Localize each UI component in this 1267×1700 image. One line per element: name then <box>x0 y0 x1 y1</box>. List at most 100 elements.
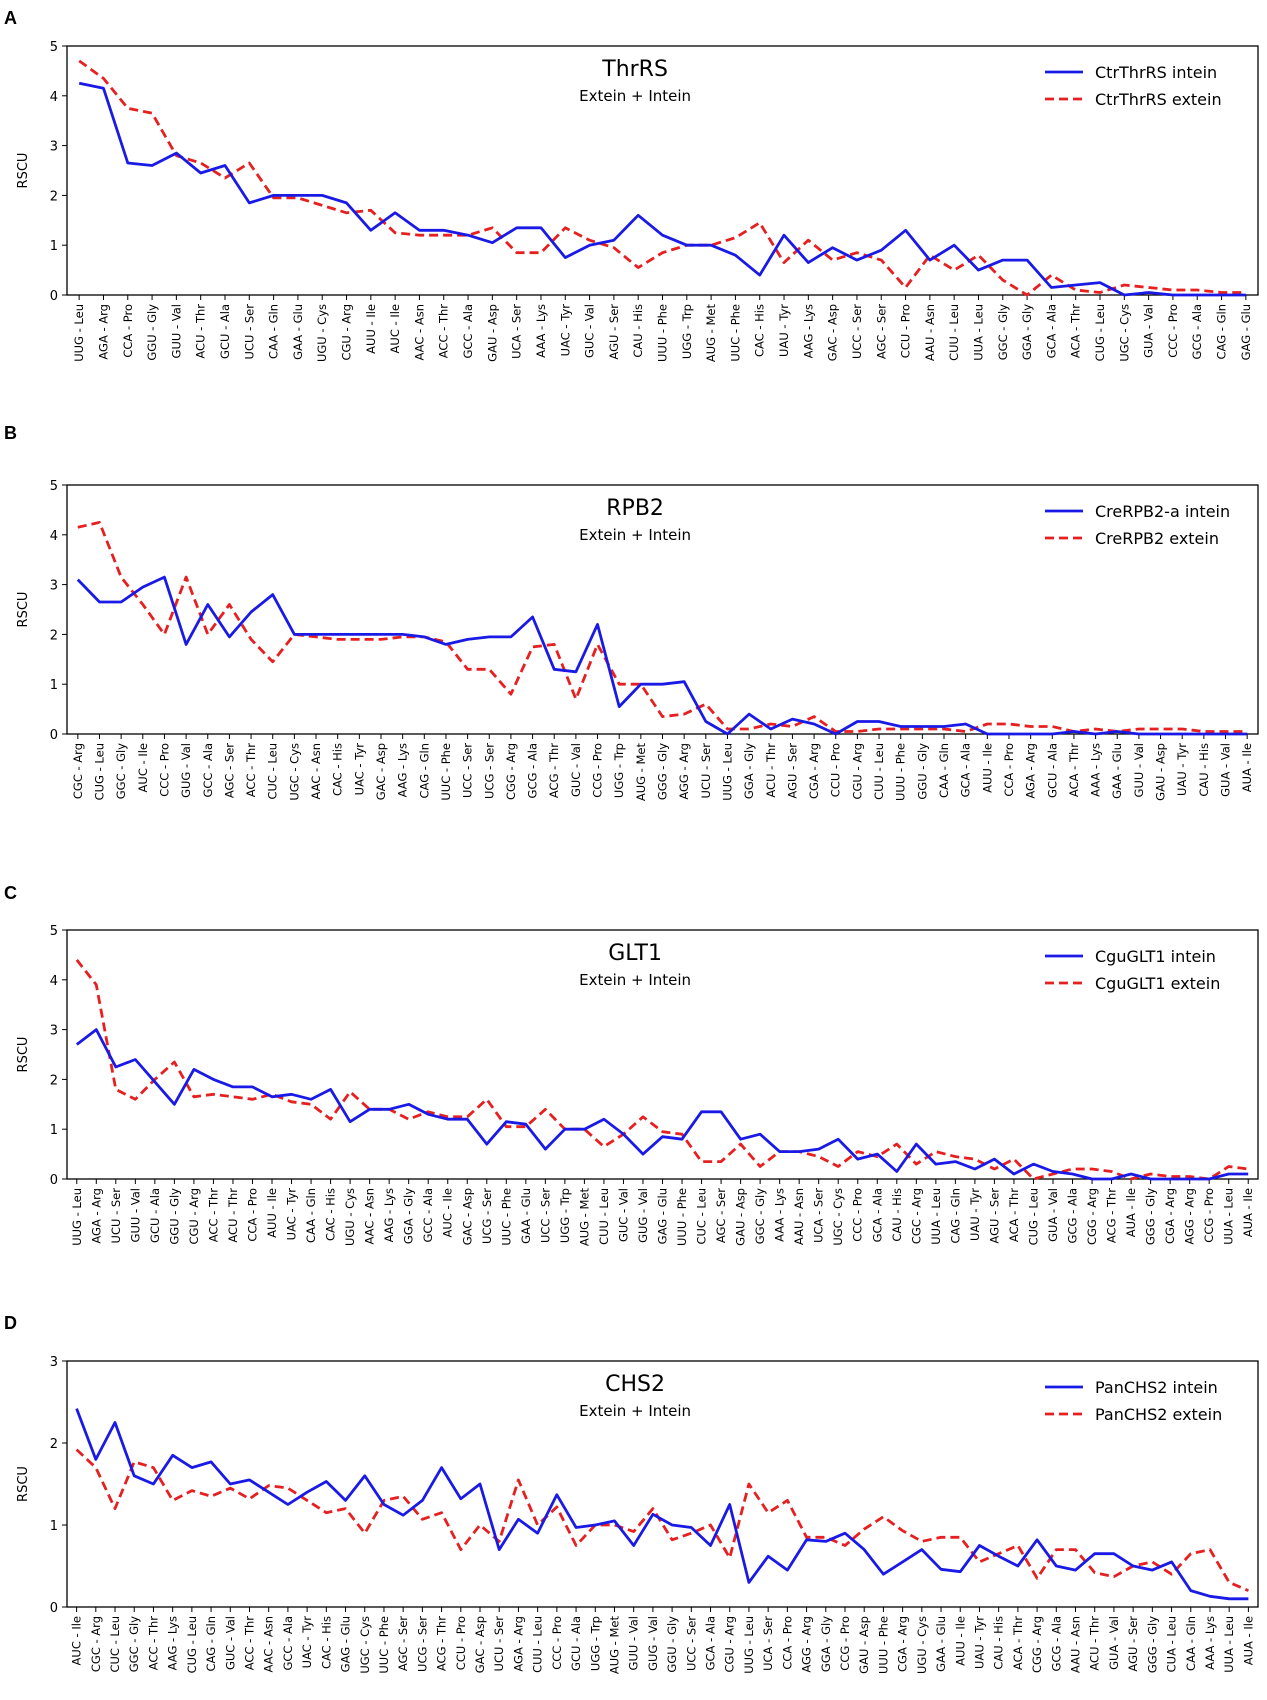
x-tick-label: UAU - Tyr <box>777 304 791 357</box>
x-tick-label: UCG - Ser <box>415 1616 429 1672</box>
x-tick-label: UGC - Cys <box>287 743 301 801</box>
x-tick-label: ACC - Thr <box>244 743 258 797</box>
x-tick-label: CCC - Pro <box>851 1188 865 1242</box>
x-tick-label: GUA - Val <box>1107 1616 1121 1670</box>
x-tick-label: ACU - Thr <box>764 743 778 798</box>
x-tick-label: GGG - Gly <box>656 743 670 800</box>
x-tick-label: AUU - Ile <box>953 1616 967 1666</box>
x-tick-label: AGA - Arg <box>96 304 110 360</box>
x-tick-label: AGU - Ser <box>987 1188 1001 1244</box>
x-tick-label: UAU - Tyr <box>972 1616 986 1669</box>
x-tick-label: CUG - Leu <box>1093 304 1107 361</box>
x-tick-label: UUC - Phe <box>439 743 453 801</box>
x-tick-label: AGG - Arg <box>677 743 691 800</box>
x-tick-label: GGC - Gly <box>753 1188 767 1244</box>
x-tick-label: GUU - Val <box>627 1616 641 1670</box>
x-tick-label: GAC - Asp <box>374 743 388 800</box>
x-tick-label: AUG - Met <box>704 304 718 363</box>
x-tick-label: ACG - Thr <box>435 1616 449 1671</box>
y-axis-label: RSCU <box>16 1037 31 1073</box>
y-tick-label: 4 <box>50 974 58 989</box>
x-tick-label: UCU - Ser <box>109 1188 123 1244</box>
x-tick-label: CAU - His <box>890 1188 904 1242</box>
chart-panel-b: B RPB2 Extein + Intein RSCU 0 1 2 3 4 5 CGC - Arg C… <box>4 423 1259 801</box>
x-tick-label: GAU - Asp <box>485 304 499 362</box>
x-tick-label: GCG - Ala <box>1066 1188 1080 1243</box>
x-tick-label: CCC - Pro <box>157 743 171 797</box>
x-tick-label: GUU - Val <box>128 1188 142 1242</box>
x-tick-label: UCC - Ser <box>684 1616 698 1671</box>
y-tick-label: 4 <box>50 90 58 105</box>
x-tick-label: GUG - Val <box>179 743 193 798</box>
x-tick-label: AGC - Ser <box>396 1616 410 1671</box>
x-tick-label: CAU - His <box>992 1616 1006 1670</box>
x-tick-label: CAG - Gln <box>417 743 431 798</box>
y-axis-label: RSCU <box>16 153 31 189</box>
x-tick-label: GCC - Ala <box>201 743 215 798</box>
x-tick-label: ACU - Thr <box>226 1188 240 1243</box>
x-tick-label: UUU - Phe <box>876 1616 890 1674</box>
series-line-dashed-extein <box>78 59 1246 297</box>
x-tick-label: AAC - Asn <box>363 1188 377 1245</box>
x-tick-label: AAG - Lys <box>166 1616 180 1670</box>
x-tick-label: UGC - Cys <box>831 1188 845 1246</box>
chart-panel-c: C GLT1 Extein + Intein RSCU 0 1 2 3 4 5 UUG - Leu A… <box>4 883 1259 1247</box>
x-tick-label: UCC - Ser <box>850 304 864 359</box>
x-tick-label: GUC - Val <box>583 304 597 358</box>
x-tick-label: CGU - Arg <box>187 1188 201 1245</box>
x-tick-label: GAA - Glu <box>934 1616 948 1672</box>
x-tick-label: GUA - Val <box>1219 743 1233 797</box>
x-tick-label: CCA - Pro <box>1002 743 1016 797</box>
x-tick-label: UAU - Tyr <box>968 1188 982 1241</box>
x-tick-label: GGU - Gly <box>665 1616 679 1673</box>
x-tick-label: GUA - Val <box>1142 304 1156 358</box>
chart-title: ThrRS <box>601 57 668 82</box>
chart-subtitle: Extein + Intein <box>579 971 691 989</box>
x-tick-label: AUG - Met <box>577 1188 591 1247</box>
x-tick-label: GUC - Val <box>223 1616 237 1670</box>
x-tick-label: GAG - Glu <box>1239 304 1253 360</box>
x-tick-label: CGA - Arg <box>807 743 821 799</box>
x-tick-label: UCC - Ser <box>461 743 475 798</box>
y-tick-label: 0 <box>50 1601 58 1616</box>
x-tick-label: ACG - Thr <box>1105 1188 1119 1243</box>
x-tick-label: CCG - Pro <box>591 743 605 798</box>
x-tick-label: CCU - Pro <box>899 304 913 358</box>
x-tick-label: AAC - Asn <box>309 743 323 800</box>
x-tick-label: CAA - Gln <box>267 304 281 359</box>
x-tick-label: UAC - Tyr <box>300 1616 314 1669</box>
x-tick-label: GGG - Gly <box>1145 1616 1159 1673</box>
x-tick-label: CAC - His <box>319 1616 333 1669</box>
x-tick-label: GGU - Gly <box>167 1188 181 1245</box>
x-tick-label: CAU - His <box>1197 743 1211 797</box>
x-tick-label: GUG - Val <box>636 1188 650 1243</box>
series-line-solid-intein <box>75 1028 1249 1181</box>
y-tick-label: 1 <box>50 678 58 693</box>
plot-frame <box>66 1360 1259 1608</box>
y-tick-label: 5 <box>50 40 58 55</box>
x-tick-label: ACA - Thr <box>1011 1616 1025 1670</box>
x-tick-label: UCU - Ser <box>242 304 256 360</box>
x-tick-label: CCG - Pro <box>1202 1188 1216 1243</box>
x-tick-label: UUA - Leu <box>929 1188 943 1245</box>
x-tick-label: ACA - Thr <box>1067 743 1081 797</box>
x-tick-label: AGC - Ser <box>874 304 888 359</box>
x-tick-label: UUG - Leu <box>720 743 734 801</box>
x-tick-label: GCU - Ala <box>148 1188 162 1243</box>
x-tick-label: AUA - Ile <box>1124 1188 1138 1237</box>
chart-panel-d: D CHS2 Extein + Intein RSCU 0 1 2 3 AUC - Ile CGC… <box>4 1313 1259 1674</box>
x-tick-label: CCU - Pro <box>454 1616 468 1670</box>
x-tick-label: UUG - Leu <box>72 304 86 362</box>
y-tick-label: 5 <box>50 924 58 939</box>
series-line-solid-intein <box>78 81 1246 297</box>
chart-panel-a: A ThrRS Extein + Intein RSCU 0 1 2 3 4 5 UUG - Leu… <box>4 8 1259 363</box>
x-tick-label: GCU - Ala <box>218 304 232 359</box>
x-tick-label: GAA - Glu <box>519 1188 533 1244</box>
x-tick-label: ACU - Thr <box>1088 1616 1102 1671</box>
x-tick-label: CGC - Arg <box>909 1188 923 1244</box>
x-tick-label: UCA - Ser <box>761 1616 775 1671</box>
x-tick-label: GGA - Gly <box>1020 304 1034 360</box>
x-tick-label: UAU - Tyr <box>1175 743 1189 796</box>
x-tick-label: UGC - Cys <box>358 1616 372 1674</box>
